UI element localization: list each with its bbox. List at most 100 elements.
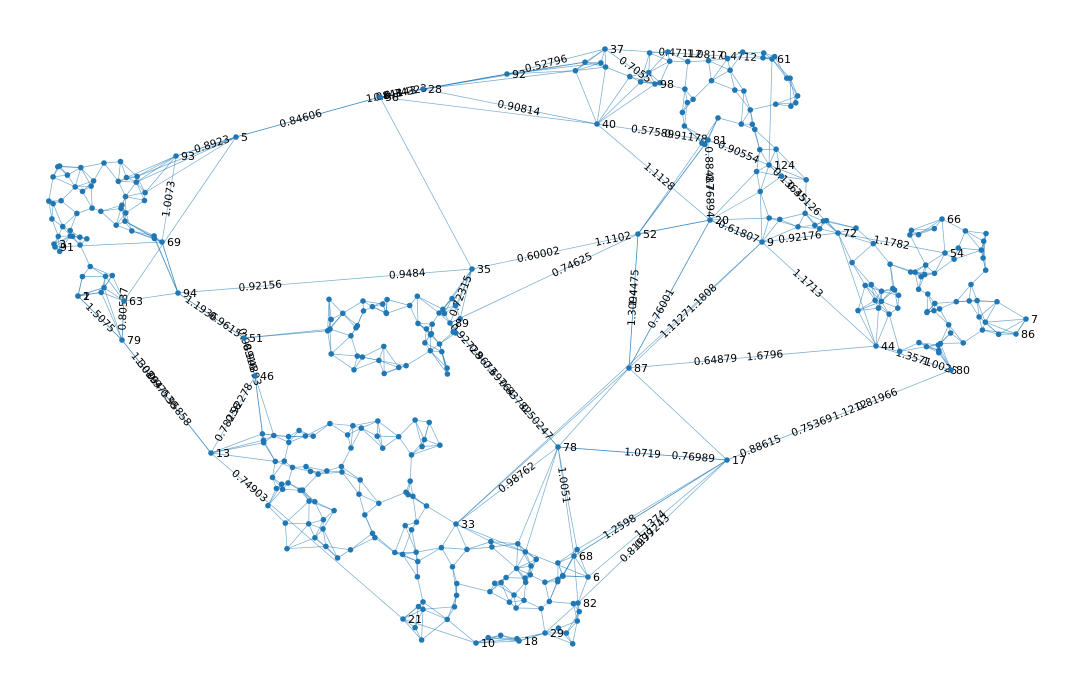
node-label-20: 20 — [715, 214, 729, 227]
graph-node — [962, 228, 969, 234]
graph-edge — [558, 620, 578, 629]
graph-edge — [384, 365, 407, 374]
graph-edge — [742, 51, 764, 54]
graph-edge — [934, 301, 957, 304]
graph-edge — [659, 82, 685, 90]
graph-node — [542, 579, 548, 585]
graph-node — [794, 93, 801, 99]
edge-weight-label: 1.3089 — [128, 350, 160, 386]
graph-node — [771, 53, 778, 60]
graph-node — [338, 463, 345, 470]
graph-edge — [684, 125, 709, 141]
graph-node — [119, 202, 125, 208]
graph-edge — [804, 212, 824, 222]
edge-weight-label: 0.76989 — [671, 450, 715, 465]
node-label-68: 68 — [579, 550, 593, 563]
graph-edge — [322, 528, 338, 559]
graph-node — [705, 57, 712, 64]
graph-edge — [103, 287, 123, 341]
graph-edge — [925, 252, 946, 266]
graph-edge — [837, 232, 946, 254]
graph-node — [555, 444, 561, 450]
graph-edge — [455, 446, 559, 525]
graph-node — [895, 292, 902, 299]
graph-node — [87, 263, 93, 270]
graph-node — [469, 266, 475, 272]
graph-edge — [398, 436, 412, 456]
graph-node — [473, 640, 479, 646]
graph-edge — [667, 51, 688, 62]
graph-edge — [837, 232, 853, 263]
graph-edge — [759, 164, 770, 192]
graph-edge — [837, 232, 877, 347]
graph-edge — [100, 208, 122, 212]
graph-node — [485, 634, 492, 641]
graph-edge — [414, 606, 419, 628]
graph-node — [396, 364, 402, 371]
graph-edge — [628, 233, 639, 369]
edge-weight-label: 1.4475 — [627, 269, 641, 306]
graph-node — [376, 357, 382, 364]
graph-node — [423, 503, 430, 509]
graph-edge — [416, 296, 419, 324]
graph-node — [350, 422, 356, 429]
graph-edge — [398, 419, 416, 437]
graph-edge — [364, 514, 373, 534]
graph-edge — [851, 243, 874, 263]
graph-node — [538, 605, 544, 612]
graph-node — [121, 298, 127, 304]
graph-edge — [123, 292, 179, 302]
graph-node — [79, 188, 86, 195]
graph-edge — [488, 637, 520, 642]
node-label-37: 37 — [610, 43, 624, 56]
graph-edge — [516, 559, 537, 569]
graph-edge — [708, 58, 728, 62]
edge-weight-label: 0.92176 — [778, 229, 823, 246]
graph-node — [546, 598, 553, 605]
graph-edge — [649, 52, 670, 62]
graph-node — [340, 310, 346, 317]
graph-edge — [768, 58, 773, 166]
graph-edge — [965, 230, 982, 251]
graph-edge — [350, 335, 358, 357]
graph-edge — [734, 89, 751, 111]
graph-node — [937, 340, 944, 347]
graph-edge — [566, 611, 580, 634]
graph-edge — [330, 335, 352, 355]
graph-edge — [742, 51, 764, 59]
graph-node — [56, 248, 63, 255]
graph-node — [412, 417, 418, 423]
graph-edges — [48, 48, 1027, 645]
graph-edge — [428, 422, 441, 446]
graph-edge — [491, 546, 517, 569]
graph-edge — [596, 66, 606, 125]
graph-edge — [941, 218, 966, 232]
graph-node — [359, 354, 366, 360]
graph-edge — [823, 220, 857, 229]
graph-node — [428, 330, 435, 337]
graph-edge — [379, 88, 424, 98]
graph-node — [498, 579, 504, 586]
graph-node — [487, 588, 493, 595]
node-label-93: 93 — [181, 150, 195, 163]
graph-node — [142, 189, 148, 196]
graph-node — [907, 232, 913, 238]
graph-edge — [358, 494, 366, 515]
graph-edge — [386, 299, 410, 306]
graph-node — [912, 269, 918, 276]
graph-edge — [69, 213, 78, 231]
graph-edge — [411, 444, 441, 456]
graph-node — [533, 556, 539, 563]
graph-node — [513, 565, 520, 572]
graph-node — [627, 73, 633, 80]
graph-node — [351, 367, 357, 373]
graph-node — [983, 230, 989, 237]
graph-node — [408, 527, 415, 533]
graph-edge — [934, 258, 955, 274]
graph-edge — [759, 149, 770, 166]
graph-edge — [125, 212, 133, 232]
edge-weight-label: 0.9484 — [388, 267, 426, 282]
graph-node — [760, 55, 766, 61]
graph-node — [803, 177, 809, 183]
graph-edge — [53, 235, 71, 245]
